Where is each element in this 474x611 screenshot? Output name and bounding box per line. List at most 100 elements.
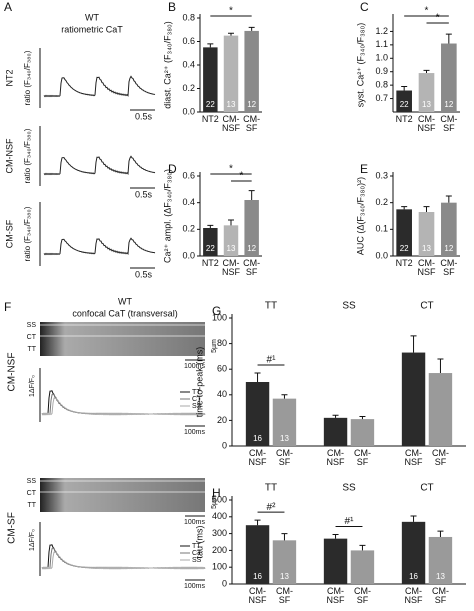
region-label: SS <box>27 478 37 485</box>
bar <box>272 398 297 446</box>
bar <box>441 202 457 256</box>
bar <box>272 540 297 584</box>
error-bar <box>437 530 444 537</box>
y-tick-label: 0.0 <box>182 250 195 260</box>
scale-label: 0.5s <box>135 111 153 121</box>
error-bar <box>254 519 261 526</box>
legend-label: TT <box>192 543 201 550</box>
significance-label: #¹ <box>345 516 355 527</box>
y-tick-label: 0.7 <box>375 93 388 103</box>
time-scale: 100ms <box>184 519 206 526</box>
n-label: 13 <box>280 572 289 581</box>
y-tick-label: 0.2 <box>182 224 195 234</box>
error-bar <box>207 224 214 228</box>
panel-letter: C <box>360 0 369 14</box>
n-label: 12 <box>444 100 453 109</box>
y-tick-label: 40 <box>217 389 227 399</box>
x-tick-label: CM-SF <box>440 114 458 133</box>
y-axis-label: ratio (F₃₄₀/F₃₈₀) <box>23 206 32 261</box>
y-tick-label: 0.8 <box>182 12 195 22</box>
x-tick-label: CM-NSF <box>404 586 423 605</box>
n-label: 12 <box>247 244 256 253</box>
x-tick-label: CM-SF <box>431 586 449 605</box>
space-scale: 5µm <box>211 339 218 353</box>
region-label: CT <box>27 490 37 497</box>
x-tick-label: CM-NSF <box>417 258 436 277</box>
error-bar <box>228 32 234 36</box>
trace <box>43 155 156 176</box>
bar <box>323 417 348 446</box>
y-tick-label: 100 <box>212 562 227 572</box>
bar <box>350 419 375 446</box>
trace <box>41 551 206 570</box>
bar <box>223 225 239 256</box>
panel-letter: D <box>168 162 177 176</box>
y-tick-label: 0.6 <box>182 170 195 180</box>
x-tick-label: CM-SF <box>243 258 261 277</box>
x-tick-label: CM-SF <box>243 114 261 133</box>
y-tick-label: 60 <box>217 364 227 374</box>
y-tick-label: 1.1 <box>375 39 388 49</box>
y-axis-label: AUC (Δ(F₃₄₀/F₃₈₀)²) <box>355 177 365 255</box>
bar <box>396 90 412 112</box>
group-label: SS <box>342 483 356 494</box>
y-axis-label: ratio (F₃₄₀/F₃₈₀) <box>23 50 32 105</box>
row-label: CM-NSF <box>7 353 18 392</box>
panel-letter: A <box>4 0 12 14</box>
y-tick-label: 0.4 <box>182 197 195 207</box>
x-tick-label: CM-SF <box>431 448 449 467</box>
significance-label: * <box>229 6 233 17</box>
bar <box>401 352 426 446</box>
x-tick-label: CM-NSF <box>326 586 345 605</box>
bar <box>245 382 270 446</box>
significance-label: * <box>436 13 440 24</box>
trace-scale: 1ΔF/F₀ <box>29 375 36 397</box>
bar <box>203 47 218 112</box>
bar <box>244 200 259 256</box>
bar <box>203 228 218 256</box>
significance-label: * <box>239 171 243 182</box>
error-bar <box>281 394 288 399</box>
y-tick-label: 1.2 <box>375 26 388 36</box>
x-tick-label: CM-SF <box>353 448 371 467</box>
bar <box>223 35 239 112</box>
scale-label: 0.5s <box>135 189 153 199</box>
panel-letter: H <box>212 486 221 500</box>
y-tick-label: 80 <box>217 338 227 348</box>
panel-letter: F <box>4 300 11 314</box>
linescan-image <box>40 478 205 512</box>
n-label: 22 <box>206 244 215 253</box>
panel-subtitle: confocal CaT (transversal) <box>72 308 177 318</box>
error-bar <box>228 219 234 226</box>
time-scale: 100ms <box>184 583 206 590</box>
x-tick-label: NT2 <box>201 258 219 268</box>
n-label: 13 <box>436 572 445 581</box>
n-label: 13 <box>422 100 431 109</box>
y-axis-label: tau (ms) <box>194 525 204 558</box>
row-label: CM-SF <box>4 219 14 248</box>
linescan-image <box>40 322 205 356</box>
bar <box>350 550 375 584</box>
error-bar <box>359 544 366 551</box>
region-label: SS <box>27 322 37 329</box>
x-tick-label: CM-SF <box>440 258 458 277</box>
x-tick-label: NT2 <box>201 114 219 124</box>
bar <box>323 538 348 584</box>
x-tick-label: CM-SF <box>275 586 293 605</box>
x-tick-label: CM-NSF <box>417 114 436 133</box>
y-tick-label: 500 <box>212 494 227 504</box>
group-label: CT <box>420 483 433 494</box>
y-axis-label: ratio (F₃₄₀/F₃₈₀) <box>23 128 32 183</box>
row-label: CM-NSF <box>4 138 14 173</box>
bar <box>441 43 457 113</box>
trace <box>41 390 206 416</box>
error-bar <box>332 414 339 418</box>
row-label: NT2 <box>4 69 14 86</box>
scale-label: 0.5s <box>135 269 153 279</box>
legend-label: SS <box>192 403 202 410</box>
n-label: 16 <box>409 572 418 581</box>
y-tick-label: 20 <box>217 415 227 425</box>
group-label: SS <box>342 301 356 312</box>
y-tick-label: 0.0 <box>375 250 388 260</box>
y-axis-label: syst. Ca²⁺ (F₃₄₀/F₃₈₀) <box>355 23 365 107</box>
